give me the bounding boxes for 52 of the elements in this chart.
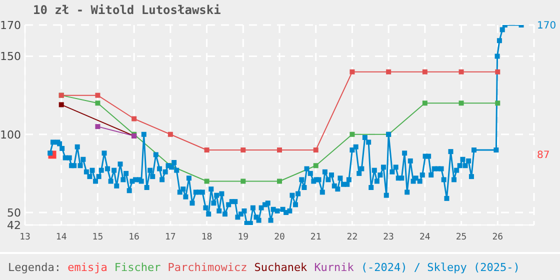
legend-title: Legenda: <box>8 260 62 274</box>
x-tick-label: 17 <box>165 232 176 242</box>
point <box>495 69 500 74</box>
point <box>95 124 100 130</box>
text: Parchimowicz <box>168 260 248 274</box>
point <box>204 178 210 184</box>
point <box>422 69 428 74</box>
text: emisja <box>68 260 108 274</box>
x-tick-label: 21 <box>310 232 322 242</box>
point <box>132 116 137 122</box>
text: Suchanek <box>254 260 308 274</box>
point <box>277 178 282 184</box>
x-tick-label: 18 <box>201 232 212 242</box>
text: Kurnik <box>314 260 354 274</box>
point <box>458 100 464 106</box>
point <box>458 69 464 74</box>
x-tick-label: 26 <box>492 232 504 242</box>
point <box>313 163 318 168</box>
x-tick-label: 13 <box>20 232 30 242</box>
y-tick-label: 42 <box>7 218 21 232</box>
point <box>168 132 173 137</box>
point <box>386 69 392 74</box>
x-tick-label: 15 <box>92 232 104 242</box>
chart-title: 10 zł - Witold Lutosławski <box>33 3 221 17</box>
x-tick-label: 20 <box>274 232 285 242</box>
text: 87 <box>537 150 550 162</box>
text: 170 <box>537 20 556 32</box>
x-tick-label: 19 <box>238 232 249 242</box>
x-tick-label: 22 <box>346 232 358 242</box>
point <box>240 148 246 152</box>
x-tick-label: 16 <box>128 232 140 242</box>
point <box>313 148 318 152</box>
point <box>422 100 428 106</box>
point <box>95 92 100 98</box>
y-tick-label: 150 <box>0 50 21 64</box>
point <box>350 69 355 74</box>
point <box>204 148 210 152</box>
y-tick-label: 50 <box>7 206 21 220</box>
point <box>58 102 64 108</box>
point <box>495 100 500 106</box>
point <box>95 100 100 106</box>
x-tick-label: 23 <box>383 232 394 242</box>
x-tick-label: 14 <box>56 232 67 242</box>
x-tick-label: 25 <box>456 232 467 242</box>
point <box>350 132 355 137</box>
y-tick-label: 100 <box>0 128 21 142</box>
text: (-2024) / Sklepy (2025-) <box>360 260 520 274</box>
point <box>240 178 246 184</box>
y-tick-label: 170 <box>0 18 21 32</box>
point <box>277 148 282 152</box>
text: Fischer <box>114 260 161 274</box>
x-tick-label: 24 <box>420 232 430 242</box>
